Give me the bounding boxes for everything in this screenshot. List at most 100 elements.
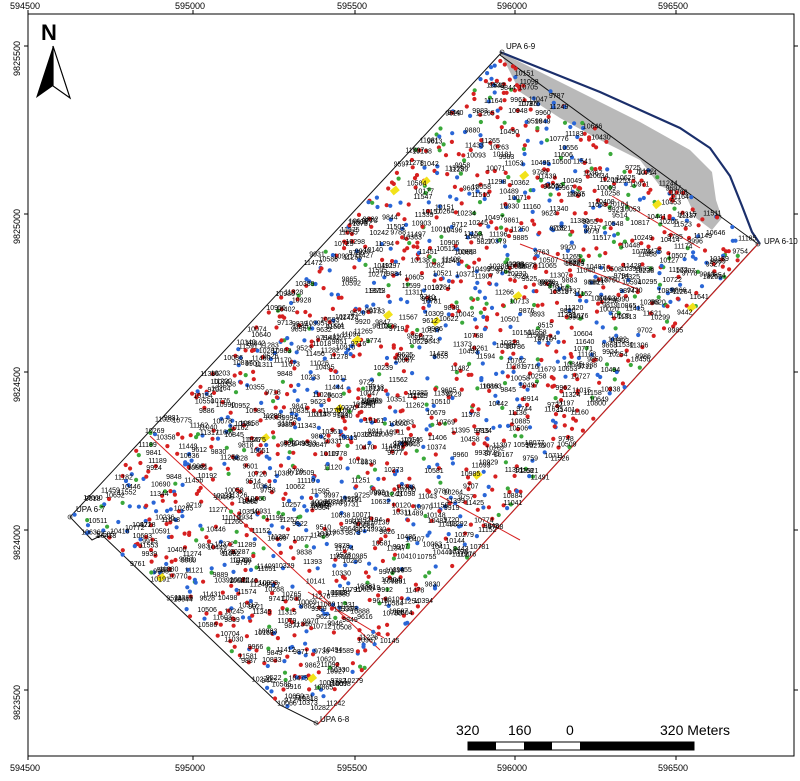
- highlight-marker: [512, 291, 523, 301]
- tree-id-label: 9955: [582, 219, 598, 226]
- tree-id-label: 11079: [278, 618, 297, 625]
- tree-point: [512, 339, 517, 344]
- tree-point: [395, 271, 400, 277]
- tree-id-label: 10928: [292, 298, 312, 305]
- tree-point: [309, 343, 314, 349]
- tree-point: [561, 339, 567, 344]
- tree-point: [468, 113, 473, 118]
- tree-id-label: 10256: [342, 558, 362, 565]
- tree-id-label: 9612: [422, 318, 438, 325]
- tree-point: [425, 376, 430, 381]
- tree-point: [314, 493, 319, 498]
- tree-id-label: 9878: [334, 543, 350, 550]
- tree-id-label: 9986: [427, 326, 443, 333]
- tree-point: [272, 631, 277, 636]
- tree-id-label: 9620: [650, 299, 666, 306]
- tree-point: [659, 263, 664, 268]
- tree-point: [556, 445, 561, 450]
- tree-id-label: 11412: [277, 647, 296, 654]
- tree-point: [337, 605, 342, 610]
- tree-point: [323, 249, 328, 254]
- tree-id-label: 11120: [324, 465, 343, 472]
- tree-point: [241, 423, 247, 428]
- tree-id-label: 10995: [305, 321, 325, 328]
- highlight-marker: [389, 185, 400, 196]
- tree-point: [442, 504, 448, 509]
- tree-id-label: 11324: [561, 392, 580, 399]
- tree-point: [569, 426, 575, 431]
- tree-id-label: 9928: [537, 280, 553, 287]
- tree-point: [363, 648, 368, 653]
- tree-id-label: 9876: [519, 308, 535, 315]
- tree-point: [200, 433, 205, 438]
- tree-point: [342, 549, 347, 554]
- tree-id-label: 10398: [621, 266, 641, 273]
- tree-id-label: 11156: [430, 503, 449, 510]
- tree-point: [275, 443, 281, 448]
- tree-point: [565, 248, 571, 253]
- tree-point: [226, 608, 231, 613]
- tree-id-label: 11380: [159, 567, 178, 574]
- tree-point: [604, 362, 610, 367]
- tree-id-label: 9874: [619, 288, 635, 295]
- tree-point: [433, 272, 438, 277]
- tree-id-label: 9526: [263, 354, 279, 361]
- tree-point: [424, 402, 429, 407]
- tree-point: [149, 547, 154, 553]
- tree-id-label: 10983: [258, 628, 278, 635]
- tree-point: [356, 396, 361, 401]
- tree-id-label: 11152: [407, 393, 426, 400]
- tree-point: [548, 89, 553, 94]
- tree-point: [453, 546, 458, 551]
- tree-id-label: 10769: [436, 420, 456, 427]
- tree-id-label: 11174: [674, 243, 693, 250]
- tree-id-label: 11449: [179, 443, 198, 450]
- tree-id-label: 10597: [389, 609, 409, 616]
- tree-point: [332, 563, 337, 568]
- tree-id-label: 10352: [351, 518, 371, 525]
- tree-point: [129, 472, 134, 477]
- tree-point: [547, 198, 552, 203]
- tree-point: [512, 411, 518, 416]
- tree-id-label: 11427: [355, 253, 374, 260]
- scale-bar: 320 160 0 320 Meters: [456, 722, 730, 751]
- tree-point: [196, 488, 201, 493]
- tree-point: [319, 266, 324, 271]
- tree-id-label: 10071: [508, 195, 528, 202]
- tree-point: [294, 675, 299, 680]
- tree-point: [592, 188, 597, 193]
- tree-point: [238, 355, 243, 360]
- tree-id-label: 10392: [214, 577, 234, 584]
- tree-id-label: 9939: [142, 551, 158, 558]
- tree-id-label: 10714: [637, 170, 657, 177]
- tree-point: [671, 216, 676, 221]
- tree-point: [511, 351, 516, 356]
- tree-point: [309, 626, 314, 631]
- tree-point: [661, 215, 666, 220]
- tree-id-label: 11523: [673, 221, 692, 228]
- tree-point: [507, 489, 512, 495]
- tree-point: [274, 390, 279, 395]
- tree-point: [380, 257, 385, 262]
- tree-id-label: 9724: [333, 412, 349, 419]
- tree-point: [481, 523, 486, 528]
- tree-point: [506, 233, 512, 239]
- tree-point: [278, 409, 284, 414]
- tree-point: [382, 275, 387, 280]
- tree-point: [439, 234, 444, 239]
- tree-id-label: 10833: [262, 657, 282, 664]
- tree-point: [471, 91, 476, 96]
- tree-id-label: 10287: [230, 549, 250, 556]
- tree-point: [292, 366, 297, 371]
- tree-point: [648, 266, 653, 271]
- tree-point: [630, 238, 635, 243]
- tree-point: [369, 224, 374, 229]
- tree-point: [106, 496, 112, 502]
- tree-point: [187, 452, 192, 457]
- tree-id-label: 11170: [273, 357, 292, 364]
- tree-point: [164, 561, 169, 567]
- tree-point: [542, 160, 547, 165]
- x-tick-bottom-596000: 596000: [497, 763, 527, 773]
- tree-point: [668, 232, 673, 237]
